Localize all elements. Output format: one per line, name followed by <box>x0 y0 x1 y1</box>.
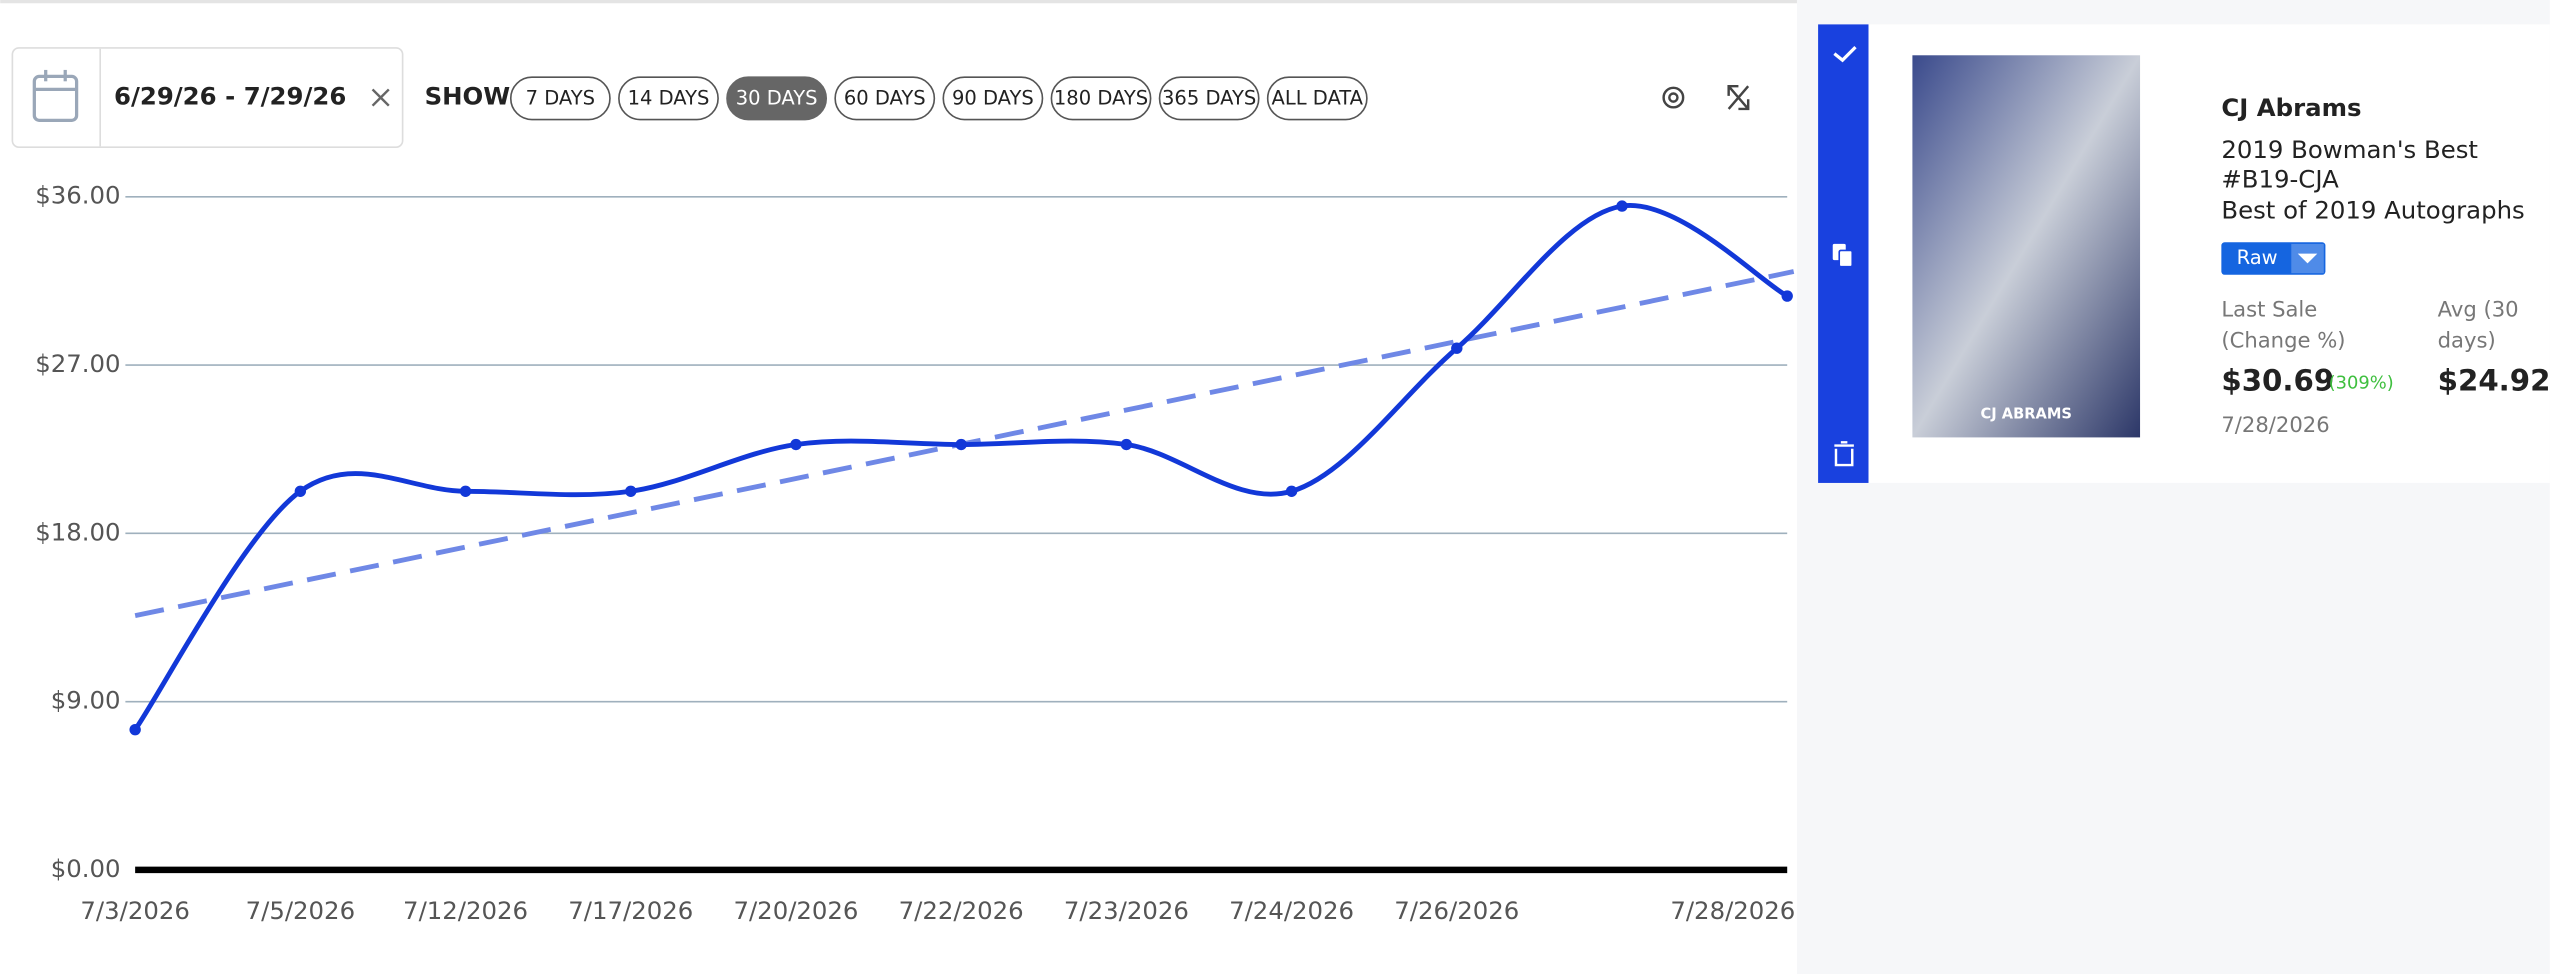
avg-label: Avg (30 <box>2438 297 2519 322</box>
range-button[interactable] <box>1266 76 1368 121</box>
range-button[interactable] <box>618 76 719 121</box>
price-line <box>133 203 1789 732</box>
data-point[interactable] <box>459 485 472 497</box>
last-sale-label: Last Sale <box>2221 297 2317 322</box>
last-sale-date: 7/28/2026 <box>2221 412 2329 437</box>
grade-select[interactable] <box>2221 242 2326 275</box>
last-sale-label: (Change %) <box>2221 327 2345 352</box>
data-point[interactable] <box>294 485 307 497</box>
avg-price: $24.92 <box>2438 364 2550 398</box>
range-label: 90 DAYS <box>952 87 1034 110</box>
x-tick-label: 7/28/2026 <box>1670 896 1795 925</box>
data-point[interactable] <box>1781 290 1793 302</box>
card-set: 2019 Bowman's Best <box>2221 135 2478 164</box>
data-point[interactable] <box>1451 342 1463 354</box>
calendar-icon[interactable] <box>32 69 79 122</box>
data-point[interactable] <box>129 723 141 736</box>
x-tick-label: 7/24/2026 <box>1229 896 1354 925</box>
data-point[interactable] <box>790 438 802 451</box>
top-border <box>0 0 1797 4</box>
card-number: #B19-CJA <box>2221 164 2339 193</box>
x-tick-label: 7/22/2026 <box>899 896 1024 925</box>
range-label: 7 DAYS <box>526 87 595 110</box>
x-tick-label: 7/12/2026 <box>403 896 528 925</box>
grade: Raw <box>2237 246 2278 269</box>
x-tick-label: 7/5/2026 <box>246 896 355 925</box>
copy-icon[interactable] <box>1832 243 1854 268</box>
x-tick-label: 7/20/2026 <box>733 896 858 925</box>
data-point[interactable] <box>625 485 637 497</box>
range-label: 60 DAYS <box>844 87 926 110</box>
price-chart: $0.00 $9.00 $18.00 $27.00 $36.00 7/3/2026 7/5/… <box>35 181 1795 925</box>
expand-icon[interactable] <box>1727 84 1750 111</box>
data-point[interactable] <box>1616 200 1628 212</box>
date-range: 6/29/26 - 7/29/26 <box>114 82 346 111</box>
show-label: SHOW <box>425 82 511 111</box>
y-tick-label: $0.00 <box>51 854 121 883</box>
settings-icon[interactable] <box>1662 86 1685 109</box>
range-button[interactable] <box>726 76 828 121</box>
range-label: ALL DATA <box>1272 87 1364 110</box>
range-buttons: 7 DAYS 14 DAYS 30 DAYS 60 DAYS 90 DAYS 180 DA… <box>509 76 1368 121</box>
range-button[interactable] <box>942 76 1044 121</box>
range-label: 14 DAYS <box>628 87 710 110</box>
card-subset: Best of 2019 Autographs <box>2221 195 2524 224</box>
card-image-caption: CJ ABRAMS <box>1981 406 2072 423</box>
y-tick-label: $18.00 <box>35 517 120 546</box>
change: (309%) <box>2329 373 2394 394</box>
dropdown-arrow[interactable] <box>2297 253 2318 264</box>
range-button[interactable] <box>1158 76 1260 121</box>
range-label: 365 DAYS <box>1162 87 1256 110</box>
x-tick-label: 7/3/2026 <box>80 896 189 925</box>
last-sale: $30.69 <box>2221 364 2334 398</box>
range-label: 30 DAYS <box>736 87 818 110</box>
range-button[interactable] <box>834 76 936 121</box>
delete-icon[interactable] <box>1834 441 1854 467</box>
date-picker[interactable] <box>11 47 404 148</box>
data-point[interactable] <box>1120 438 1133 451</box>
y-tick-label: $27.00 <box>35 349 120 378</box>
range-label: 180 DAYS <box>1054 87 1148 110</box>
x-tick-label: 7/26/2026 <box>1394 896 1519 925</box>
avg-label: days) <box>2438 327 2496 352</box>
data-point[interactable] <box>955 438 967 451</box>
y-tick-label: $9.00 <box>51 686 121 715</box>
data-point[interactable] <box>1285 485 1298 497</box>
range-button[interactable] <box>1050 76 1152 121</box>
check-icon[interactable] <box>1833 46 1857 63</box>
y-tick-label: $36.00 <box>35 181 120 210</box>
x-tick-label: 7/17/2026 <box>568 896 693 925</box>
clear-icon[interactable] <box>371 88 390 107</box>
x-tick-label: 7/23/2026 <box>1064 896 1189 925</box>
card-image <box>1912 55 2141 438</box>
range-button[interactable] <box>509 76 611 121</box>
player-name: CJ Abrams <box>2221 93 2361 122</box>
